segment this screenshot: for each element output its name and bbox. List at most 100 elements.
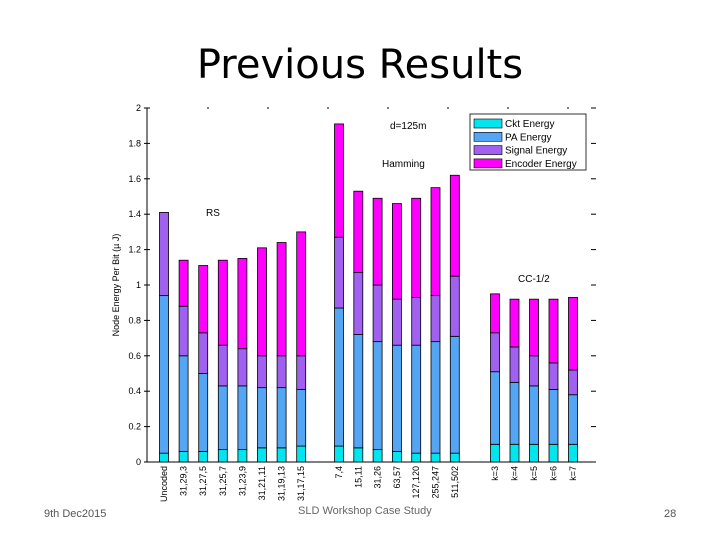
bar-segment bbox=[353, 334, 364, 449]
bar-segment bbox=[490, 371, 500, 445]
y-tick-label: 0.6 bbox=[128, 351, 141, 361]
bar-segment bbox=[529, 385, 539, 445]
y-axis: 0 0.2 0.4 0.6 0.8 1 1.2 1.4 1.6 1.8 2 bbox=[128, 103, 596, 467]
y-tick-label: 1.2 bbox=[128, 245, 141, 255]
bar-segment bbox=[334, 307, 344, 447]
bar-segment bbox=[198, 332, 209, 374]
bar-segment bbox=[257, 447, 267, 463]
y-tick-label: 1.6 bbox=[128, 174, 141, 184]
x-tick-label: 31,29,3 bbox=[179, 466, 189, 496]
y-tick-label: 0.4 bbox=[128, 386, 141, 396]
bar-segment bbox=[568, 394, 578, 445]
x-tick-label: 31,27,5 bbox=[198, 466, 208, 496]
page-number: 28 bbox=[664, 508, 677, 520]
legend-label: Signal Energy bbox=[505, 146, 567, 157]
bar-segment bbox=[391, 203, 402, 300]
bar-segment bbox=[237, 385, 248, 451]
bar-segment bbox=[529, 443, 539, 463]
bar-segment bbox=[449, 335, 460, 454]
y-tick-label: 1 bbox=[136, 280, 141, 290]
bar-segment bbox=[430, 295, 441, 343]
bar-segment bbox=[237, 348, 248, 387]
bar-segment bbox=[159, 452, 169, 463]
x-tick-label: 511,502 bbox=[450, 466, 460, 498]
bar-segment bbox=[372, 197, 383, 286]
bar-segment bbox=[509, 381, 520, 445]
bar-segment bbox=[217, 449, 228, 463]
legend: Ckt Energy PA Energy Signal Energy Encoder … bbox=[469, 113, 587, 171]
x-tick-label: 63,57 bbox=[392, 466, 402, 489]
bar-segment bbox=[430, 341, 441, 454]
bar-segment bbox=[178, 450, 189, 463]
bar-segment bbox=[353, 272, 364, 335]
bar-segment bbox=[276, 355, 287, 389]
bar-segment bbox=[548, 389, 559, 445]
bar-segment bbox=[217, 344, 228, 387]
x-tick-label: 255,247 bbox=[431, 466, 441, 499]
y-tick-label: 0.8 bbox=[128, 315, 141, 325]
bar-segment bbox=[198, 373, 209, 452]
bar-segment bbox=[490, 443, 500, 463]
y-tick-label: 1.8 bbox=[128, 138, 141, 148]
bar-segment bbox=[372, 341, 383, 451]
bar-segment bbox=[178, 355, 189, 452]
x-tick-label: 31,25,7 bbox=[218, 466, 228, 496]
bar-segment bbox=[548, 443, 559, 463]
bar-segment bbox=[529, 355, 539, 387]
x-tick-label: k=3 bbox=[490, 466, 500, 481]
bar-segment bbox=[353, 190, 364, 274]
y-axis-label: Node Energy Per Bit (µ J) bbox=[111, 234, 121, 337]
legend-label: Encoder Energy bbox=[505, 159, 577, 170]
bar-segment bbox=[257, 247, 267, 357]
bar-segment bbox=[217, 259, 228, 346]
bar-segment bbox=[334, 236, 344, 309]
bar-segment bbox=[430, 452, 441, 463]
legend-label: PA Energy bbox=[505, 132, 552, 143]
bar-segment bbox=[178, 305, 189, 357]
x-tick-label: 31,19,13 bbox=[277, 466, 287, 501]
bar-segment bbox=[276, 387, 287, 449]
bar-segment bbox=[490, 332, 500, 373]
x-tick-label: Uncoded bbox=[159, 466, 169, 502]
x-tick-label: 15,11 bbox=[353, 466, 363, 488]
bar-segment bbox=[568, 369, 578, 396]
slide-title: Previous Results bbox=[196, 42, 524, 88]
bar-segment bbox=[276, 242, 287, 357]
y-tick-label: 0.2 bbox=[128, 422, 141, 432]
bar-segment bbox=[217, 385, 228, 451]
bar-segment bbox=[257, 387, 267, 449]
bar-segment bbox=[178, 259, 189, 307]
bar-segment bbox=[334, 445, 344, 463]
bar-segment bbox=[353, 447, 364, 463]
bar-segment bbox=[296, 445, 307, 463]
bar-segment bbox=[529, 298, 539, 357]
bar-segment bbox=[449, 452, 460, 463]
legend-swatch bbox=[473, 158, 503, 169]
legend-swatch bbox=[473, 145, 503, 155]
bar-segment bbox=[296, 389, 307, 447]
x-tick-label: 7,4 bbox=[334, 466, 344, 479]
x-tick-label: k=6 bbox=[549, 466, 559, 481]
bar-segment bbox=[411, 452, 422, 463]
x-tick-label: k=5 bbox=[529, 466, 539, 481]
x-tick-label: 31,26 bbox=[373, 466, 383, 489]
bar-segment bbox=[548, 362, 559, 390]
x-tick-label: 127,120 bbox=[411, 466, 421, 499]
bar-segment bbox=[449, 275, 460, 337]
bar-segment bbox=[296, 231, 307, 357]
footer-date: 9th Dec2015 bbox=[44, 508, 107, 520]
bar-segment bbox=[372, 449, 383, 463]
bar-segment bbox=[430, 187, 441, 297]
legend-swatch bbox=[473, 118, 503, 129]
annotation-rs: RS bbox=[206, 208, 220, 219]
bar-segment bbox=[237, 258, 248, 350]
bar-segment bbox=[257, 355, 267, 389]
legend-label: Ckt Energy bbox=[505, 119, 554, 130]
bars-group bbox=[159, 123, 578, 463]
x-tick-label: 31,21,11 bbox=[257, 466, 267, 500]
bar-segment bbox=[159, 295, 169, 454]
bar-segment bbox=[449, 174, 460, 277]
bar-segment bbox=[509, 346, 520, 383]
bar-segment bbox=[391, 298, 402, 346]
